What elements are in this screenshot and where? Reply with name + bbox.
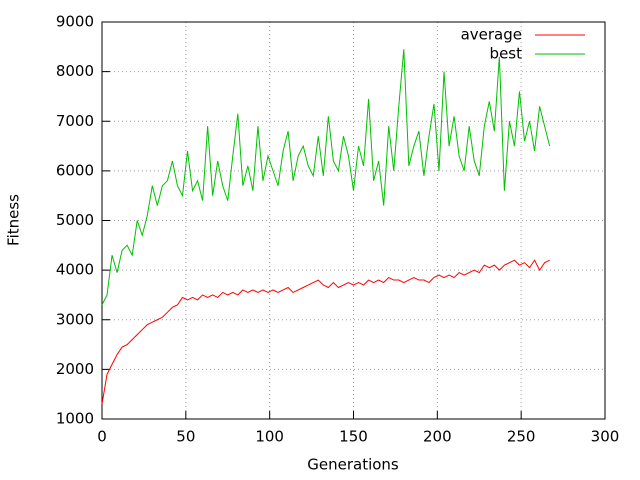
x-tick-label: 0: [97, 428, 107, 446]
x-axis-label: Generations: [307, 456, 399, 474]
x-tick-label: 50: [176, 428, 195, 446]
x-tick-label: 250: [507, 428, 536, 446]
x-tick-label: 100: [255, 428, 284, 446]
legend-label: best: [490, 45, 523, 63]
y-tick-label: 3000: [56, 310, 94, 328]
y-tick-label: 9000: [56, 13, 94, 31]
y-tick-label: 8000: [56, 62, 94, 80]
x-tick-label: 150: [339, 428, 368, 446]
y-tick-label: 7000: [56, 112, 94, 130]
x-tick-label: 300: [591, 428, 620, 446]
plot-border: [101, 21, 606, 420]
y-tick-label: 1000: [56, 410, 94, 428]
y-axis-label: Fitness: [5, 194, 23, 246]
x-tick-label: 200: [423, 428, 452, 446]
y-tick-label: 4000: [56, 261, 94, 279]
series-line: [101, 49, 551, 306]
legend-label: average: [461, 26, 522, 44]
y-tick-label: 6000: [56, 161, 94, 179]
series-line: [101, 259, 550, 405]
y-tick-label: 2000: [56, 360, 94, 378]
y-tick-label: 5000: [56, 211, 94, 229]
